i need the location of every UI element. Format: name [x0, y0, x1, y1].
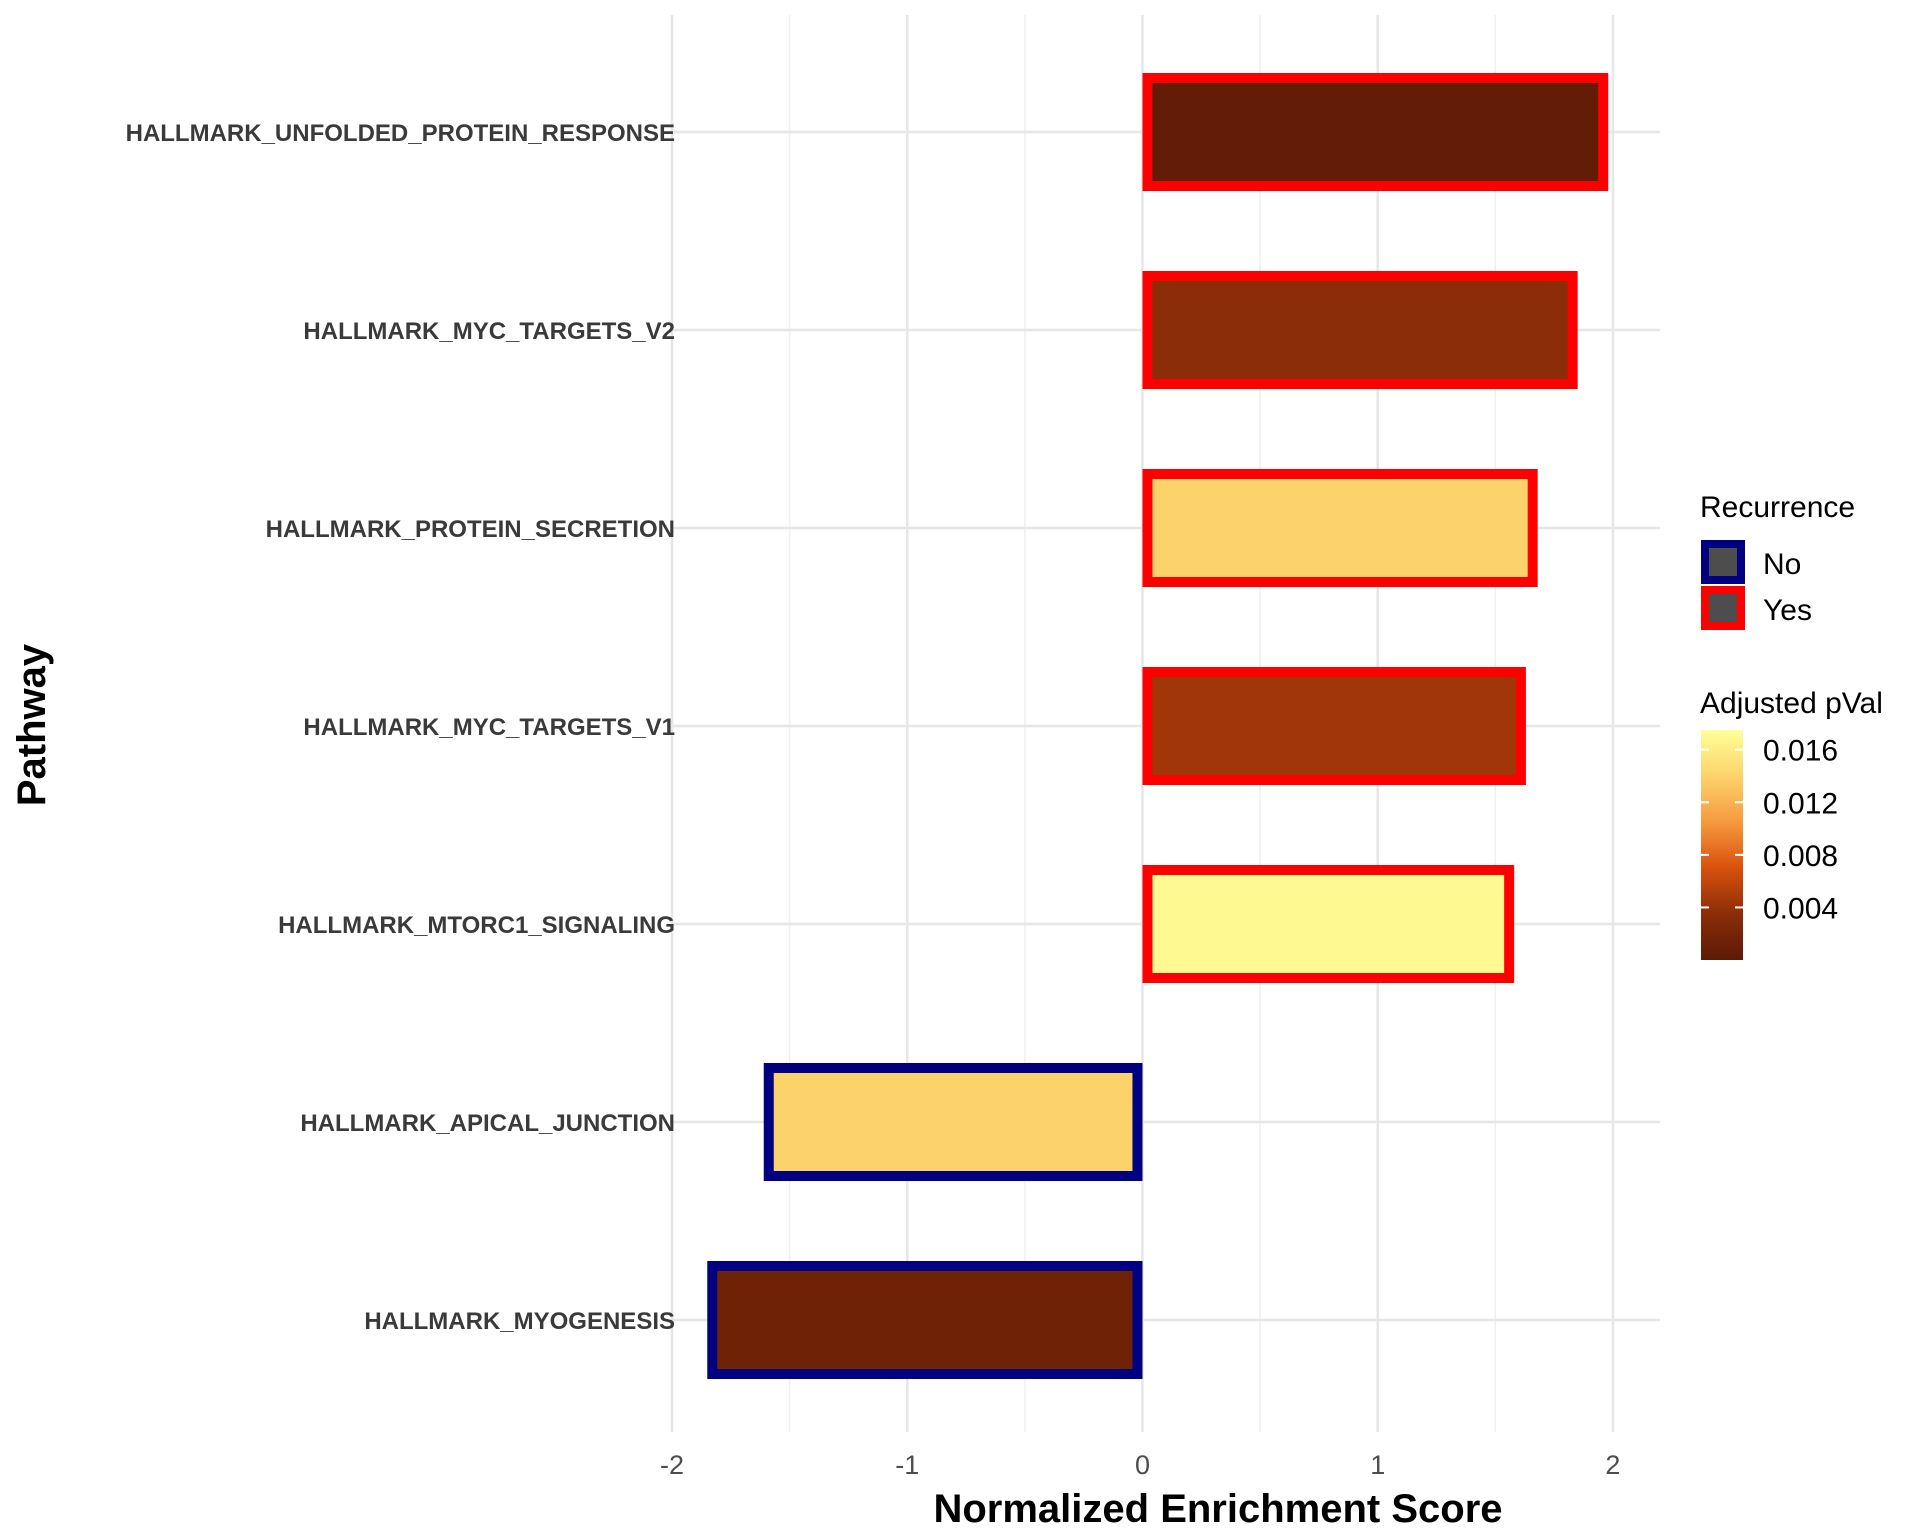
bar: [763, 1063, 1143, 1181]
x-tick-label: 0: [1135, 1450, 1150, 1480]
pval-ticks: 0.016 0.012 0.008 0.004: [1701, 735, 1838, 925]
bar: [1142, 667, 1526, 785]
recurrence-legend-label: No: [1763, 548, 1801, 581]
x-tick-label: -1: [895, 1450, 919, 1480]
y-tick-label: HALLMARK_MTORC1_SIGNALING: [278, 912, 675, 939]
x-tick-label: -2: [660, 1450, 684, 1480]
bar: [1142, 469, 1538, 587]
bar: [707, 1261, 1143, 1379]
y-tick-label: HALLMARK_MYOGENESIS: [364, 1308, 675, 1335]
pval-tick-label: 0.016: [1763, 735, 1838, 768]
recurrence-legend-items: No Yes: [1701, 540, 1812, 630]
pval-tick-label: 0.008: [1763, 840, 1838, 873]
bars: [707, 73, 1609, 1379]
recurrence-legend-title: Recurrence: [1700, 491, 1855, 524]
pval-colorbar: [1701, 730, 1743, 960]
pval-tick-label: 0.012: [1763, 787, 1838, 820]
y-tick-label: HALLMARK_MYC_TARGETS_V1: [303, 714, 675, 741]
x-tick-labels: -2 -1 0 1 2: [660, 1450, 1620, 1480]
y-axis-title: Pathway: [10, 643, 54, 806]
y-tick-label: HALLMARK_APICAL_JUNCTION: [300, 1110, 675, 1137]
category-labels: HALLMARK_UNFOLDED_PROTEIN_RESPONSE HALLMA…: [126, 120, 675, 1335]
y-tick-label: HALLMARK_PROTEIN_SECRETION: [266, 516, 675, 543]
bar: [1142, 271, 1578, 389]
recurrence-legend-label: Yes: [1763, 594, 1812, 627]
bar: [1142, 73, 1609, 191]
pval-tick-label: 0.004: [1763, 892, 1838, 925]
x-tick-label: 1: [1370, 1450, 1385, 1480]
x-axis-title: Normalized Enrichment Score: [933, 1487, 1502, 1531]
y-tick-label: HALLMARK_UNFOLDED_PROTEIN_RESPONSE: [126, 120, 675, 147]
recurrence-legend-key: [1701, 540, 1745, 584]
y-tick-label: HALLMARK_MYC_TARGETS_V2: [303, 318, 675, 345]
recurrence-legend-key: [1701, 586, 1745, 630]
x-tick-label: 2: [1605, 1450, 1620, 1480]
pval-legend-title: Adjusted pVal: [1700, 687, 1883, 720]
bar: [1142, 865, 1515, 983]
